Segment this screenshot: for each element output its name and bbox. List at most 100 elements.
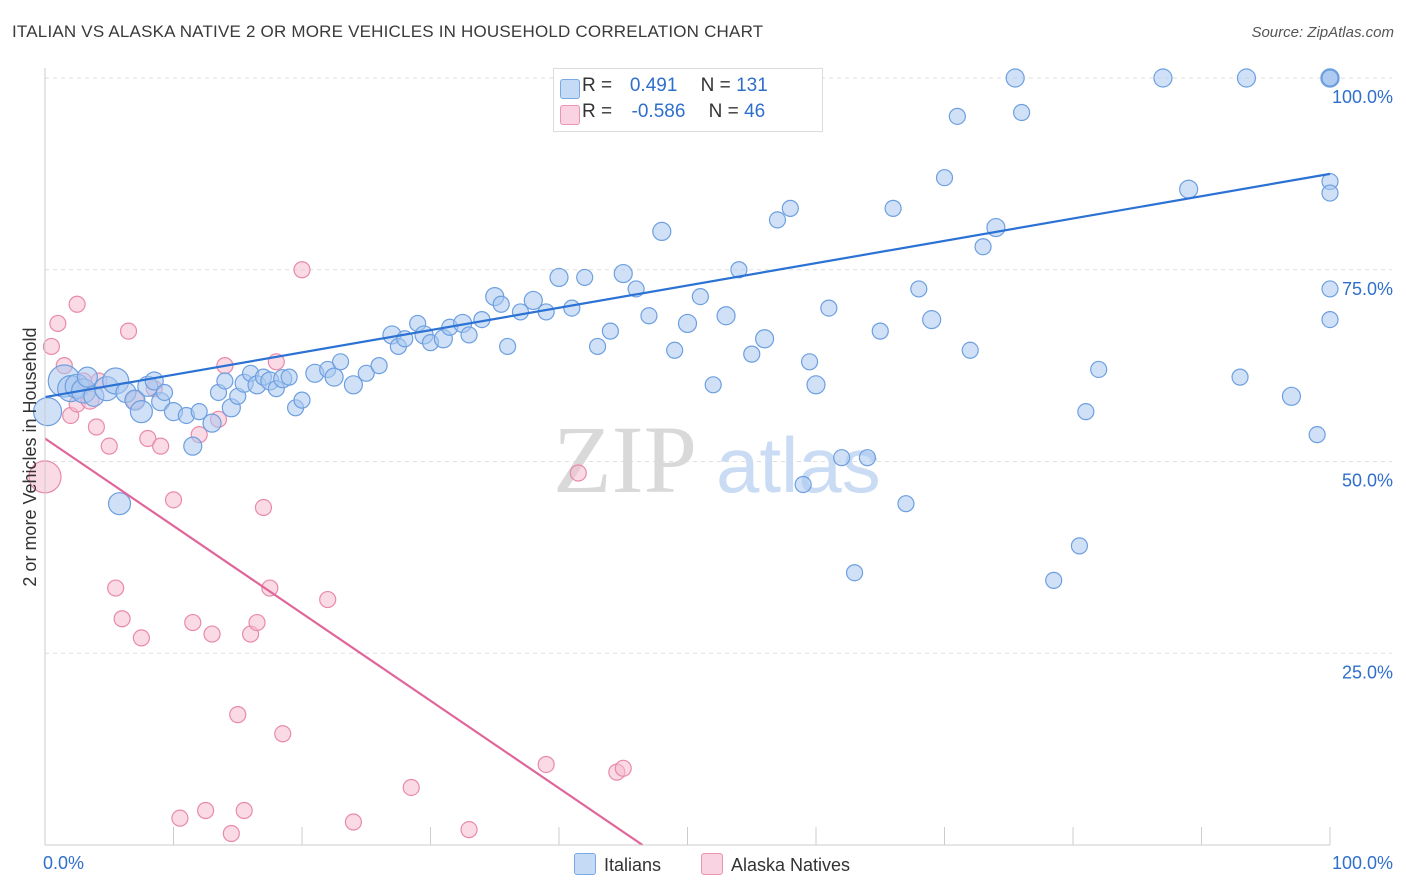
alaska-natives-point [274,725,292,743]
italians-point [1281,386,1302,406]
italians-point [1321,69,1339,87]
italians-point [1321,311,1339,329]
correlation-legend: R = 0.491 N = 131 R = -0.586 N = 46 [553,68,823,132]
alaska-natives-point [248,613,266,632]
alaska-natives-point [261,579,279,597]
italians-point [754,329,775,349]
italians-point [1321,280,1339,298]
italians-point [499,337,517,356]
italians-point [549,267,569,288]
legend-row-italians: R = 0.491 N = 131 [560,75,768,101]
italians-point [1005,68,1025,88]
italians-point [280,368,298,386]
italians-swatch [560,79,580,99]
italians-trend-line [44,172,1331,399]
y-tick-label: 25.0% [1342,662,1393,682]
italians-point [1090,360,1108,379]
italians-point [845,564,864,582]
italians-point [216,372,234,390]
alaska-natives-swatch [701,853,723,875]
italians-point [781,199,799,217]
italians-series [32,68,1340,589]
italians-point [1236,68,1257,88]
italians-swatch [574,853,596,875]
alaska-natives-point [203,625,221,643]
italians-point [884,199,902,217]
italians-point [910,280,928,298]
italians-point [523,290,543,311]
italians-point [601,322,620,340]
italians-point [935,169,954,187]
alaska-natives-point [569,464,587,482]
italians-point [331,353,350,371]
chart-title: ITALIAN VS ALASKA NATIVE 2 OR MORE VEHIC… [12,22,764,41]
italians-point [640,307,658,325]
alaska-natives-point [119,322,138,340]
y-tick-label: 100.0% [1332,87,1393,107]
italians-point [202,413,222,433]
italians-point [563,299,581,317]
italians-point [343,375,363,395]
italians-point [460,326,478,344]
italians-point [871,322,889,340]
italians-point [107,492,132,516]
y-axis-label: 2 or more Vehicles in Household [20,327,40,586]
italians-point [833,449,851,467]
italians-point [588,337,607,356]
bottom-legend-italians-label: Italians [604,855,662,875]
italians-point [357,364,375,382]
italians-point [922,310,942,330]
legend-r-label: R = [582,75,613,96]
italians-point [1045,571,1063,589]
italians-point [129,400,153,424]
alaska-natives-point [614,759,632,777]
italians-point [730,261,748,279]
alaska-natives-point [132,629,150,647]
italians-point [704,376,722,394]
alaska-natives-point [229,706,247,724]
italians-point [324,367,344,387]
alaska-natives-point [152,437,170,455]
watermark-zip: ZIP [553,406,697,513]
italians-point [800,353,819,371]
alaska-natives-point [235,801,253,820]
italians-point [666,341,684,359]
alaska-natives-point [293,261,311,279]
trend-lines [44,172,1331,846]
italians-point [190,403,208,421]
alaska-natives-point [113,610,131,628]
bottom-legend-italians: Italians [574,853,661,877]
chart-source: Source: ZipAtlas.com [1251,24,1394,41]
italians-point [76,366,99,388]
alaska-natives-point [319,590,337,609]
italians-point [183,436,203,456]
alaska-natives-point [100,437,118,455]
bottom-legend-alaska-natives-label: Alaska Natives [731,855,851,875]
grid-lines [45,77,1392,654]
y-tick-label: 50.0% [1342,471,1393,491]
italians-point [370,357,388,375]
italians-point [1308,426,1326,444]
italians-point [1153,68,1173,88]
italians-point [576,268,594,287]
legend-n-value: 46 [744,101,766,122]
watermark-atlas: atlas [716,421,881,509]
italians-point [492,295,510,313]
italians-point [1231,368,1249,386]
italians-point [794,475,812,494]
axes: 25.0% 50.0% 75.0% 100.0% 0.0% 100.0% [43,68,1393,873]
italians-point [858,449,877,467]
italians-point [613,263,633,284]
legend-r-value: -0.586 [631,101,686,122]
alaska-natives-point [87,418,106,436]
alaska-natives-point [222,824,240,843]
italians-point [1179,179,1199,199]
italians-point [155,383,174,402]
alaska-natives-point [42,337,61,356]
italians-point [677,313,698,334]
italians-point [1321,184,1339,202]
italians-point [716,306,736,326]
legend-n-label: N = [708,101,739,122]
italians-point [897,495,915,513]
alaska-natives-point [164,491,183,509]
